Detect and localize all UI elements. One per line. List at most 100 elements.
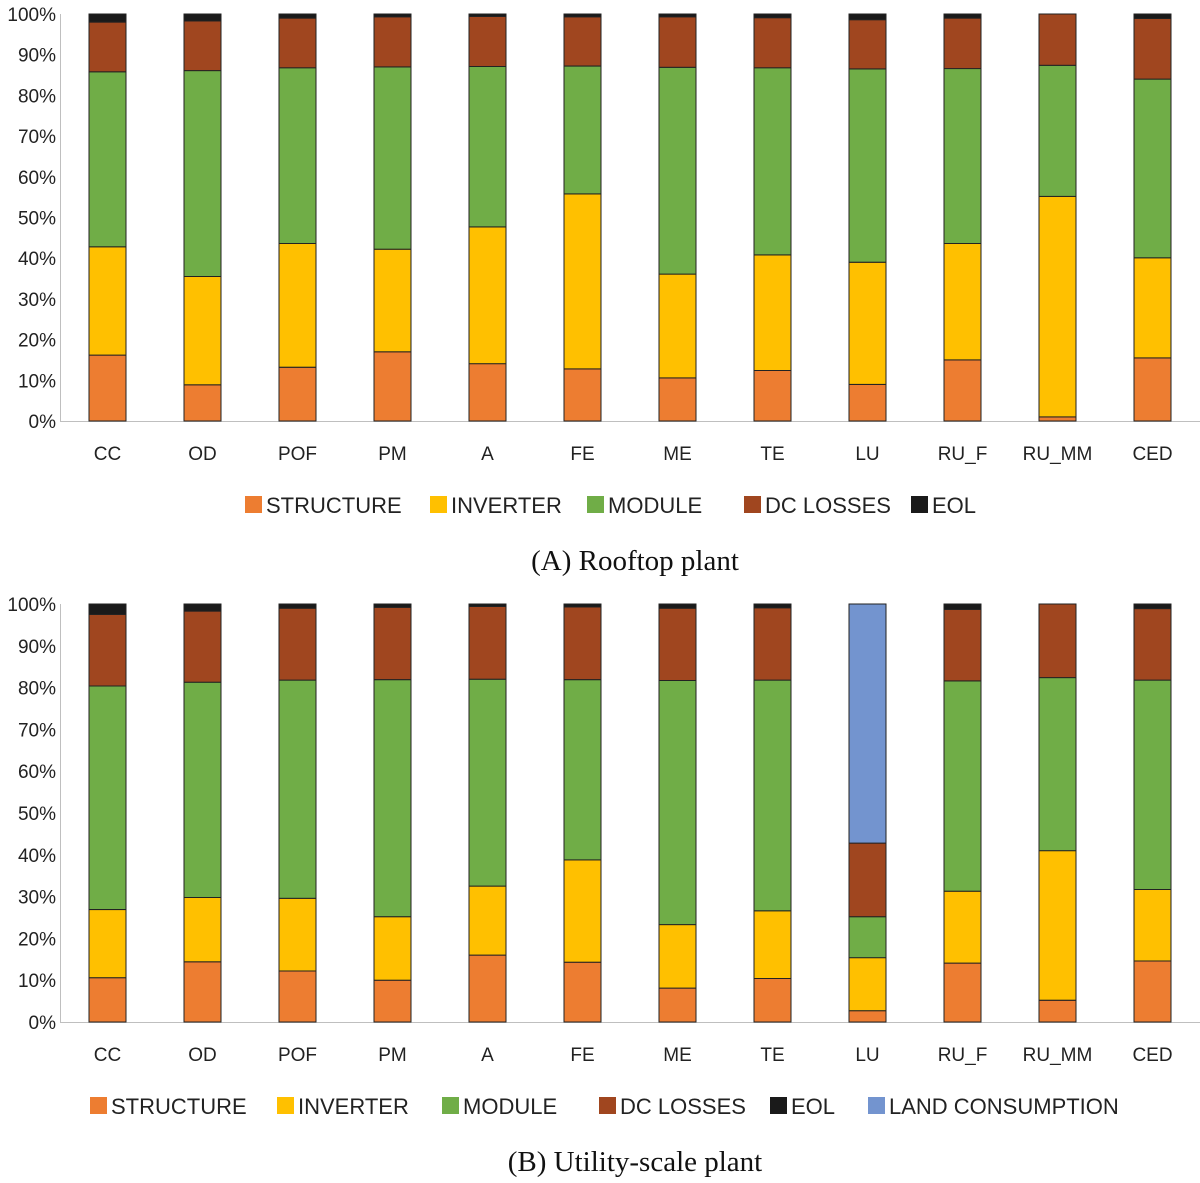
- bar-segment-inverter: [658, 924, 697, 989]
- x-category-label: POF: [278, 444, 317, 465]
- bar-segment-eol: [468, 603, 507, 607]
- bar-segment-inverter: [563, 859, 602, 963]
- bar-segment-inverter: [1133, 889, 1172, 962]
- y-tick-label: 20%: [18, 929, 56, 950]
- bar-segment-inverter: [753, 910, 792, 979]
- x-category-label: ME: [663, 444, 692, 465]
- bar-segment-structure: [1038, 999, 1077, 1023]
- bar-segment-dc-losses: [848, 19, 887, 70]
- x-category-label: RU_MM: [1023, 1045, 1093, 1066]
- bar-segment-inverter: [183, 276, 222, 386]
- x-category-label: LU: [855, 1045, 879, 1066]
- bar-segment-eol: [183, 13, 222, 22]
- bar-segment-module: [1133, 78, 1172, 259]
- legend-label: DC LOSSES: [620, 1094, 746, 1119]
- bar-segment-dc-losses: [943, 608, 982, 682]
- x-category-label: FE: [570, 444, 594, 465]
- bar-segment-dc-losses: [563, 16, 602, 67]
- legend-label: STRUCTURE: [111, 1094, 247, 1119]
- bar-segment-inverter: [373, 248, 412, 353]
- bar-segment-eol: [658, 13, 697, 18]
- bar-segment-eol: [373, 13, 412, 18]
- y-tick-label: 90%: [18, 46, 56, 67]
- bar-segment-eol: [278, 603, 317, 609]
- bar-segment-dc-losses: [563, 606, 602, 681]
- bar-segment-eol: [468, 13, 507, 17]
- bar-segment-structure: [563, 961, 602, 1023]
- bar-segment-structure: [753, 978, 792, 1023]
- y-tick-label: 60%: [18, 168, 56, 189]
- panel-caption: (A) Rooftop plant: [531, 545, 739, 577]
- bar-segment-inverter: [848, 261, 887, 385]
- bar-segment-eol: [943, 603, 982, 610]
- legend-swatch: [90, 1097, 107, 1114]
- bar-segment-inverter: [1133, 257, 1172, 359]
- bar-segment-eol: [943, 13, 982, 19]
- bar-segment-module: [1133, 679, 1172, 890]
- bar-segment-dc-losses: [1133, 608, 1172, 681]
- y-tick-label: 70%: [18, 720, 56, 741]
- bar-segment-module: [943, 680, 982, 892]
- bar-segment-eol: [563, 13, 602, 18]
- legend-swatch: [744, 496, 761, 513]
- bar-segment-eol: [753, 603, 792, 609]
- legend-swatch: [277, 1097, 294, 1114]
- bar-segment-eol: [563, 603, 602, 608]
- bar-segment-structure: [183, 384, 222, 422]
- bar-segment-module: [88, 71, 127, 248]
- bar-segment-module: [658, 66, 697, 275]
- bar-segment-inverter: [88, 246, 127, 356]
- legend-label: EOL: [932, 493, 976, 518]
- bar-segment-structure: [848, 1010, 887, 1023]
- x-category-label: RU_F: [938, 1045, 988, 1066]
- legend-label: MODULE: [463, 1094, 557, 1119]
- x-category-label: RU_MM: [1023, 444, 1093, 465]
- bar-segment-module: [848, 68, 887, 263]
- x-category-label: PM: [378, 1045, 407, 1066]
- bar-segment-structure: [658, 377, 697, 422]
- y-tick-label: 0%: [29, 1013, 57, 1034]
- bar-segment-module: [658, 680, 697, 926]
- bar-segment-module: [943, 68, 982, 244]
- bar-segment-module: [278, 679, 317, 899]
- bar-segment-dc-losses: [1038, 603, 1077, 679]
- bar-segment-module: [848, 916, 887, 959]
- y-tick-label: 70%: [18, 127, 56, 148]
- bar-segment-structure: [943, 962, 982, 1023]
- bar-segment-module: [373, 679, 412, 918]
- x-category-label: CED: [1132, 444, 1172, 465]
- bar-segment-module: [753, 67, 792, 256]
- legend-swatch: [911, 496, 928, 513]
- legend-swatch: [430, 496, 447, 513]
- bar-segment-module: [278, 67, 317, 244]
- bar-segment-dc-losses: [88, 614, 127, 687]
- bar-segment-dc-losses: [753, 607, 792, 681]
- legend-swatch: [868, 1097, 885, 1114]
- bar-segment-land-consumption: [848, 603, 887, 844]
- bar-segment-dc-losses: [373, 16, 412, 68]
- x-category-label: OD: [188, 444, 217, 465]
- x-category-label: RU_F: [938, 444, 988, 465]
- legend-label: EOL: [791, 1094, 835, 1119]
- y-tick-label: 30%: [18, 290, 56, 311]
- x-category-label: CC: [94, 1045, 121, 1066]
- bar-segment-structure: [88, 977, 127, 1023]
- bar-segment-inverter: [658, 273, 697, 379]
- bar-segment-inverter: [1038, 195, 1077, 418]
- bar-segment-eol: [1133, 603, 1172, 610]
- bar-segment-module: [88, 685, 127, 911]
- bar-segment-module: [1038, 677, 1077, 852]
- bar-segment-structure: [848, 383, 887, 422]
- bar-segment-inverter: [278, 243, 317, 368]
- bar-segment-structure: [88, 354, 127, 422]
- bar-segment-structure: [278, 366, 317, 422]
- bar-segment-dc-losses: [88, 21, 127, 73]
- x-category-label: CC: [94, 444, 121, 465]
- y-tick-label: 10%: [18, 371, 56, 392]
- bar-segment-module: [563, 65, 602, 195]
- x-category-label: TE: [760, 1045, 784, 1066]
- bar-segment-dc-losses: [183, 20, 222, 72]
- y-tick-label: 0%: [29, 412, 57, 433]
- bar-segment-structure: [1133, 960, 1172, 1023]
- bar-segment-module: [753, 679, 792, 912]
